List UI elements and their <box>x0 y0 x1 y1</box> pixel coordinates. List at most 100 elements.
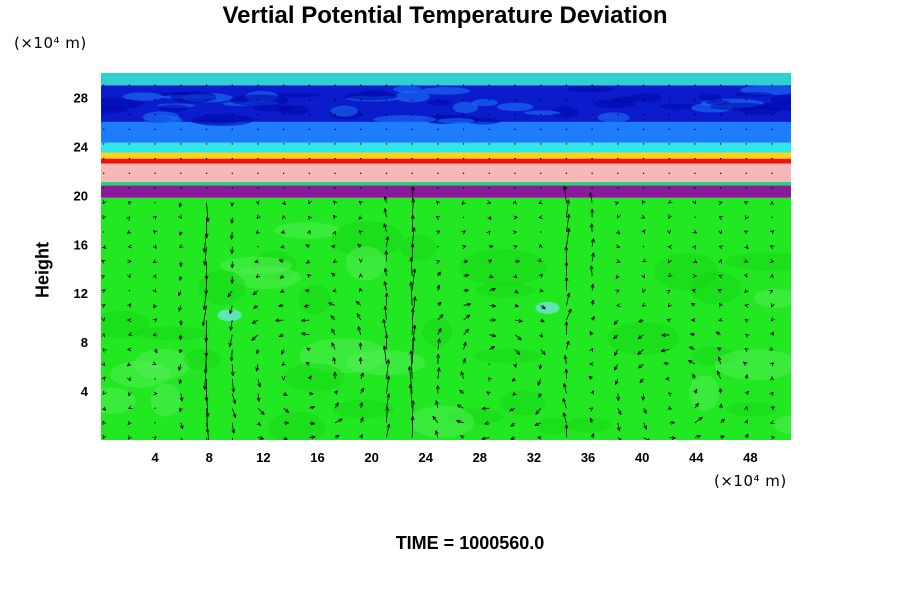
vector-dot <box>514 84 516 86</box>
vector-arrow <box>743 361 748 366</box>
vector-arrow <box>152 274 157 279</box>
heatmap-band-3 <box>101 163 791 182</box>
vector-arrow <box>718 317 723 322</box>
vector-dot <box>617 99 619 101</box>
vector-arrow <box>382 318 387 335</box>
vector-arrow <box>489 274 494 279</box>
x-axis-unit: (×10⁴ m) <box>714 472 787 490</box>
vector-arrow <box>359 273 363 278</box>
vector-arrow <box>383 208 388 218</box>
vector-dot <box>103 143 105 145</box>
vector-arrow <box>101 361 106 366</box>
vector-arrow <box>278 259 284 263</box>
vector-arrow <box>589 223 594 233</box>
vector-arrow <box>540 349 546 356</box>
vector-dot <box>565 84 568 86</box>
vector-dot <box>154 407 156 409</box>
vector-arrow <box>152 259 158 264</box>
vector-arrow <box>538 393 543 398</box>
vector-arrow <box>229 231 234 240</box>
vector-arrow <box>411 268 417 291</box>
upper-texture-patch <box>709 102 768 111</box>
vector-arrow <box>228 334 233 347</box>
vector-arrow <box>668 272 673 278</box>
vector-dot <box>617 172 619 175</box>
vector-dot <box>154 99 156 101</box>
vector-arrow <box>359 402 364 409</box>
lower-texture-patch <box>459 248 548 286</box>
vector-dot <box>591 143 593 145</box>
vector-dot <box>668 157 670 160</box>
vector-arrow <box>127 318 132 323</box>
vector-arrow <box>328 302 336 306</box>
heatmap-band-0 <box>101 197 791 440</box>
vector-arrow <box>128 244 133 249</box>
vector-dot <box>385 99 388 101</box>
vector-dot <box>540 143 542 145</box>
vector-dot <box>437 246 439 248</box>
vector-arrow <box>309 421 315 426</box>
lower-texture-patch <box>133 348 190 380</box>
vector-dot <box>488 172 490 175</box>
vector-dot <box>745 128 748 130</box>
upper-texture-patch <box>373 115 437 124</box>
vector-arrow <box>616 259 621 263</box>
vector-arrow <box>251 334 259 341</box>
lower-texture-patch <box>499 390 546 416</box>
vector-dot <box>360 113 362 116</box>
vector-arrow <box>666 318 671 323</box>
vector-arrow <box>309 391 314 396</box>
vector-dot <box>103 99 105 101</box>
vector-arrow <box>562 397 567 409</box>
vector-dot <box>103 157 105 160</box>
vector-dot <box>771 216 773 219</box>
vector-dot <box>282 187 285 189</box>
vector-arrow <box>660 348 670 353</box>
vector-arrow <box>667 392 673 397</box>
vector-arrow <box>305 362 310 366</box>
heatmap-band-6 <box>101 142 791 153</box>
vector-arrow <box>283 407 290 413</box>
vector-arrow <box>204 378 209 402</box>
vector-dot <box>257 99 259 101</box>
vector-arrow <box>178 214 182 219</box>
lower-texture-patch <box>110 360 171 388</box>
x-tick-label: 8 <box>206 450 213 465</box>
vector-arrow <box>178 305 182 312</box>
vector-arrow <box>769 274 774 279</box>
vector-dot <box>334 187 336 189</box>
vector-dot <box>694 187 696 189</box>
lower-texture-patch <box>332 399 394 419</box>
vector-dot <box>154 157 156 160</box>
vector-arrow <box>127 420 132 426</box>
upper-texture-patch <box>101 98 144 109</box>
vector-dot <box>642 84 645 86</box>
vector-arrow <box>153 348 158 354</box>
vector-arrow <box>411 324 417 350</box>
upper-texture-patch <box>272 92 322 98</box>
vector-arrow <box>616 303 621 308</box>
vector-arrow <box>743 258 748 263</box>
vector-arrow <box>689 346 696 351</box>
vector-arrow <box>436 271 441 277</box>
vector-arrows <box>101 84 775 440</box>
upper-texture-patch <box>472 98 498 107</box>
vector-arrow <box>436 367 441 379</box>
vector-arrow <box>383 267 388 277</box>
vector-arrow <box>564 261 569 277</box>
vector-arrow <box>357 243 362 248</box>
vector-dot <box>334 143 336 145</box>
vector-arrow <box>589 265 594 277</box>
heatmap-band-1 <box>101 185 791 198</box>
upper-texture-patch <box>359 90 388 97</box>
vector-arrow <box>127 376 131 382</box>
vector-arrow <box>127 229 132 235</box>
vector-arrow <box>331 272 336 277</box>
upper-texture-patch <box>158 104 189 112</box>
vector-arrow <box>355 300 362 306</box>
vector-dot <box>205 187 208 189</box>
vector-arrow <box>178 334 183 340</box>
vector-arrow <box>178 348 183 354</box>
vector-arrow <box>305 259 311 264</box>
vector-arrow <box>538 215 543 220</box>
